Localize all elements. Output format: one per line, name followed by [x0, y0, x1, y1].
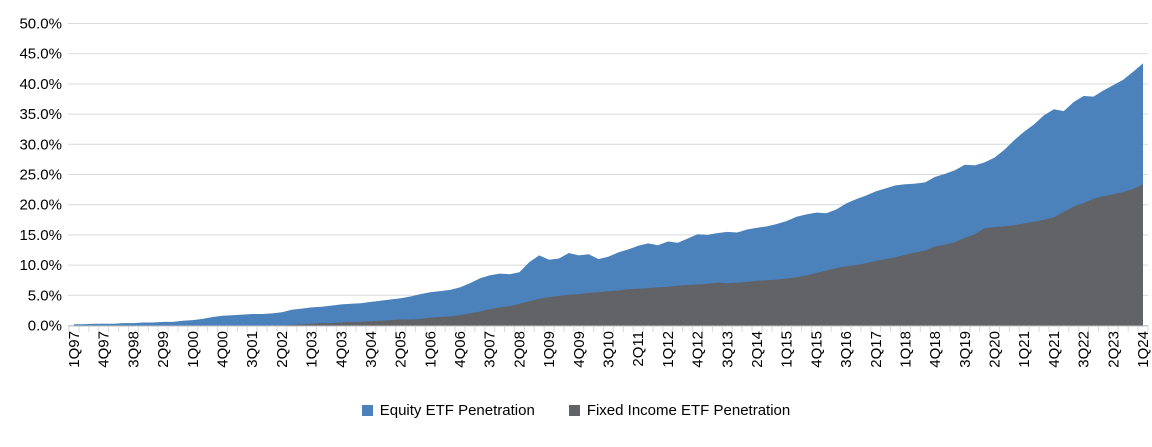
legend-label-equity: Equity ETF Penetration — [379, 402, 535, 419]
x-axis-label: 4Q09 — [571, 331, 588, 368]
x-axis-label: 4Q03 — [333, 331, 350, 368]
x-axis-label: 2Q02 — [274, 331, 291, 368]
y-axis-label: 40.0% — [19, 76, 62, 93]
y-axis-label: 25.0% — [19, 167, 62, 184]
x-axis-label: 3Q13 — [719, 331, 736, 368]
x-axis-label: 1Q06 — [422, 331, 439, 368]
x-axis-label: 2Q99 — [155, 331, 172, 368]
x-axis-label: 3Q10 — [601, 331, 618, 368]
x-axis-label: 2Q05 — [393, 331, 410, 368]
x-axis-label: 1Q09 — [541, 331, 558, 368]
x-axis-label: 3Q19 — [957, 331, 974, 368]
legend: Equity ETF Penetration Fixed Income ETF … — [0, 402, 1152, 419]
x-axis-label: 2Q08 — [511, 331, 528, 368]
x-axis-label: 3Q01 — [244, 331, 261, 368]
x-axis-label: 4Q00 — [214, 331, 231, 368]
x-axis-label: 3Q16 — [838, 331, 855, 368]
y-axis-label: 20.0% — [19, 197, 62, 214]
legend-swatch-fixed-income — [568, 405, 580, 416]
x-axis-label: 1Q00 — [185, 331, 202, 368]
x-axis-label: 1Q12 — [660, 331, 677, 368]
x-axis-label: 4Q06 — [452, 331, 469, 368]
y-axis-label: 30.0% — [19, 136, 62, 153]
area-fixed-income — [74, 184, 1143, 326]
x-axis-label: 4Q18 — [927, 331, 944, 368]
y-axis-label: 10.0% — [19, 257, 62, 274]
legend-label-fixed-income: Fixed Income ETF Penetration — [586, 402, 791, 419]
y-axis-label: 35.0% — [19, 106, 62, 123]
x-axis-label: 2Q23 — [1105, 331, 1122, 368]
x-axis-label: 3Q07 — [482, 331, 499, 368]
x-axis-label: 1Q15 — [779, 331, 796, 368]
x-axis-label: 1Q03 — [304, 331, 321, 368]
x-axis-label: 4Q12 — [690, 331, 707, 368]
legend-item-fixed-income: Fixed Income ETF Penetration — [568, 402, 791, 419]
y-axis-label: 50.0% — [19, 16, 62, 33]
y-axis-label: 15.0% — [19, 227, 62, 244]
x-axis-label: 4Q97 — [96, 331, 113, 368]
y-axis-label: 5.0% — [28, 287, 62, 304]
legend-item-equity: Equity ETF Penetration — [361, 402, 535, 419]
legend-swatch-equity — [361, 405, 373, 416]
x-axis-label: 1Q97 — [66, 331, 83, 368]
x-axis-label: 1Q18 — [897, 331, 914, 368]
y-axis-label: 0.0% — [28, 318, 62, 335]
x-axis-label: 4Q15 — [808, 331, 825, 368]
x-axis-label: 4Q21 — [1046, 331, 1063, 368]
x-axis-label: 2Q11 — [630, 331, 647, 367]
x-axis-label: 3Q98 — [125, 331, 142, 368]
x-axis-label: 2Q14 — [749, 331, 766, 368]
x-axis-label: 3Q22 — [1076, 331, 1093, 368]
x-axis-label: 1Q24 — [1135, 331, 1152, 368]
x-axis-label: 2Q17 — [868, 331, 885, 368]
x-axis-label: 2Q20 — [987, 331, 1004, 368]
area-equity — [74, 63, 1143, 326]
x-axis-label: 1Q21 — [1016, 331, 1033, 368]
y-axis-label: 45.0% — [19, 46, 62, 63]
x-axis-label: 3Q04 — [363, 331, 380, 368]
